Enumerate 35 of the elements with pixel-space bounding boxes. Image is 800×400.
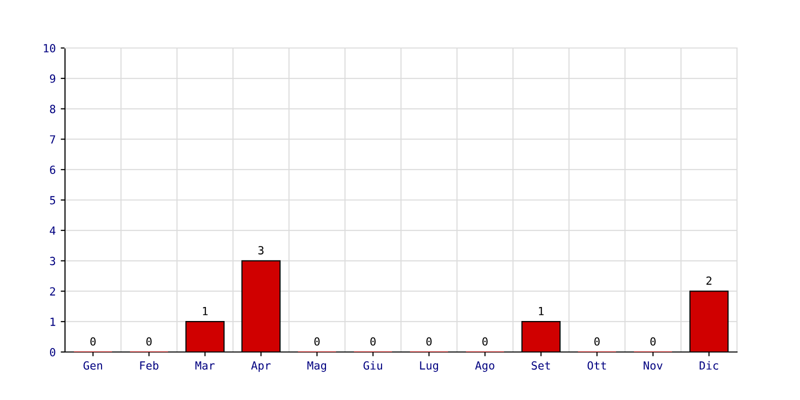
x-tick-label: Nov (644, 361, 662, 370)
y-tick-label: 10 (44, 44, 56, 52)
data-label: 0 (482, 337, 488, 346)
data-label: 1 (538, 307, 544, 316)
x-tick-label: Lug (420, 361, 438, 372)
x-tick-label: Ott (588, 361, 606, 370)
data-label: 2 (706, 276, 712, 285)
x-tick-label: Mag (307, 361, 326, 372)
x-tick-label: Set (532, 361, 550, 370)
data-label: 0 (314, 337, 320, 346)
y-tick-label: 0 (50, 348, 56, 356)
y-tick-label: 1 (50, 318, 56, 326)
x-tick-label: Mar (195, 361, 215, 370)
data-label: 0 (90, 337, 96, 346)
y-tick-label: 9 (50, 74, 56, 83)
y-tick-label: 5 (50, 196, 56, 204)
y-tick-label: 8 (50, 104, 56, 114)
y-tick-label: 3 (50, 256, 56, 266)
y-tick-label: 7 (50, 135, 56, 144)
data-label: 1 (202, 307, 208, 316)
x-tick-label: Gen (84, 361, 102, 370)
x-tick-label: Feb (140, 361, 158, 370)
data-label: 0 (370, 337, 376, 346)
data-label: 0 (650, 337, 656, 346)
data-label: 3 (258, 246, 264, 254)
data-label: 0 (426, 337, 432, 346)
y-tick-label: 2 (50, 287, 56, 296)
x-tick-label: Ago (475, 361, 494, 372)
x-tick-label: Giu (364, 361, 382, 370)
y-tick-label: 4 (50, 226, 56, 235)
x-tick-label: Dic (700, 361, 718, 370)
y-tick-label: 6 (50, 166, 56, 174)
data-label: 0 (146, 337, 152, 346)
x-tick-label: Apr (251, 361, 271, 372)
data-label: 0 (594, 337, 600, 346)
